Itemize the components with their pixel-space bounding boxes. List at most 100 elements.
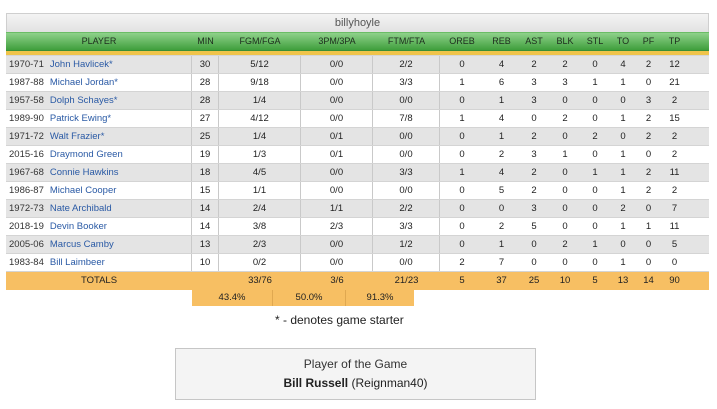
stat-cell: 0/0	[301, 74, 373, 91]
column-header-ftm-fta[interactable]: FTM/FTA	[387, 36, 426, 46]
stat-cell: 0	[459, 221, 465, 232]
player-cell: 1983-84 Bill Laimbeer	[6, 254, 192, 271]
stat-cell: 0	[562, 203, 568, 214]
stat-cell: 0	[459, 239, 465, 250]
player-name-link[interactable]: Marcus Camby	[49, 239, 114, 250]
stat-cell: 0	[459, 131, 465, 142]
column-header-oreb[interactable]: OREB	[449, 36, 475, 46]
season-year: 1957-58	[9, 95, 44, 106]
stat-cell: 0/2	[219, 254, 301, 271]
stat-cell: 0/0	[373, 146, 440, 163]
stat-cell: 13	[192, 236, 219, 253]
stat-cell: 30	[192, 56, 219, 73]
stat-cell: 2/2	[373, 56, 440, 73]
stat-cell: 0	[459, 149, 465, 160]
stat-cell: 1	[562, 149, 568, 160]
player-name-link[interactable]: Michael Cooper	[49, 185, 117, 196]
stat-cell: 2	[645, 113, 652, 124]
stat-cell: 0/1	[301, 128, 373, 145]
stat-cell: 0/0	[301, 236, 373, 253]
player-name-link[interactable]: Walt Frazier*	[49, 131, 105, 142]
stat-cell: 7	[498, 257, 505, 268]
potg-username: (Reignman40)	[351, 376, 428, 390]
column-header-3pm-3pa[interactable]: 3PM/3PA	[318, 36, 356, 46]
totals-stat-cell: 10	[559, 275, 571, 286]
player-of-the-game-box: Player of the Game Bill Russell (Reignma…	[175, 348, 536, 400]
stat-cell: 0	[645, 77, 652, 88]
column-header-fgm-fga[interactable]: FGM/FGA	[239, 36, 281, 46]
column-header-pf[interactable]: PF	[642, 36, 655, 46]
season-year: 1971-72	[9, 131, 44, 142]
player-name-link[interactable]: Draymond Green	[49, 149, 123, 160]
stat-cell: 2	[645, 167, 652, 178]
season-year: 1989-90	[9, 113, 44, 124]
player-name-link[interactable]: Connie Hawkins	[49, 167, 119, 178]
stat-cell: 1	[459, 167, 465, 178]
table-row: 1989-90 Patrick Ewing* 27 4/12 0/0 7/8 1 4 0 2 0 1 2…	[6, 110, 709, 128]
column-header-blk[interactable]: BLK	[556, 36, 574, 46]
column-header-stl[interactable]: STL	[586, 36, 604, 46]
stat-cell: 5/12	[219, 56, 301, 73]
totals-stat-cell: 21/23	[394, 275, 419, 286]
stat-cell: 14	[192, 200, 219, 217]
stat-cell: 2	[531, 185, 537, 196]
stat-cell: 9/18	[219, 74, 301, 91]
column-header-min[interactable]: MIN	[197, 36, 214, 46]
season-year: 1983-84	[9, 257, 44, 268]
player-name-link[interactable]: Nate Archibald	[49, 203, 112, 214]
player-name-link[interactable]: Bill Laimbeer	[49, 257, 105, 268]
stat-cell: 1	[592, 77, 598, 88]
stat-cell: 4	[620, 59, 626, 70]
stat-cell: 3/3	[373, 164, 440, 181]
column-header-to[interactable]: TO	[616, 36, 630, 46]
player-cell: 1986-87 Michael Cooper	[6, 182, 192, 199]
stat-cell: 1	[592, 167, 598, 178]
stat-cell: 0/0	[301, 182, 373, 199]
player-name-link[interactable]: Patrick Ewing*	[49, 113, 112, 124]
stat-cell: 1	[498, 95, 505, 106]
table-row: 2005-06 Marcus Camby 13 2/3 0/0 1/2 0 1 0 2 1 0 0 5	[6, 236, 709, 254]
three-point-percentage: 50.0%	[273, 290, 346, 306]
stat-cell: 2	[592, 131, 598, 142]
stat-cell: 5	[531, 221, 537, 232]
player-name-link[interactable]: Devin Booker	[49, 221, 107, 232]
column-header-ast[interactable]: AST	[525, 36, 543, 46]
percentages-row: 43.4% 50.0% 91.3%	[192, 290, 709, 306]
totals-label: TOTALS	[80, 275, 118, 286]
player-cell: 1967-68 Connie Hawkins	[6, 164, 192, 181]
stat-cell: 2	[531, 131, 537, 142]
stat-cell: 3	[531, 149, 537, 160]
column-header-tp[interactable]: TP	[668, 36, 681, 46]
stat-cell: 0	[459, 95, 465, 106]
stat-cell: 18	[192, 164, 219, 181]
stat-cell: 1	[459, 77, 465, 88]
player-name-link[interactable]: Dolph Schayes*	[49, 95, 118, 106]
potg-line: Bill Russell (Reignman40)	[176, 376, 535, 390]
stat-cell: 10	[192, 254, 219, 271]
player-cell: 1970-71 John Havlicek*	[6, 56, 192, 73]
stat-cell: 0	[645, 239, 652, 250]
stat-cell: 2	[531, 167, 537, 178]
stat-cell: 15	[192, 182, 219, 199]
stat-cell: 3	[645, 95, 652, 106]
stat-cell: 2	[620, 203, 626, 214]
column-header-player[interactable]: PLAYER	[81, 36, 117, 46]
stat-cell: 0	[620, 131, 626, 142]
stat-cell: 2	[562, 59, 568, 70]
stat-cell: 0	[562, 221, 568, 232]
player-name-link[interactable]: Michael Jordan*	[49, 77, 118, 88]
stat-cell: 0	[645, 203, 652, 214]
stat-cell: 0	[620, 239, 626, 250]
totals-row: TOTALS 33/76 3/6 21/23 5 37 25 10 5 13 14 90	[6, 272, 709, 290]
stat-cell: 27	[192, 110, 219, 127]
stat-cell: 3	[562, 77, 568, 88]
fg-percentage: 43.4%	[192, 290, 273, 306]
stat-cell: 2	[671, 185, 678, 196]
stat-cell: 2/3	[219, 236, 301, 253]
player-name-link[interactable]: John Havlicek*	[49, 59, 113, 70]
stat-cell: 0	[562, 167, 568, 178]
header-stripe	[6, 51, 709, 56]
totals-stat-cell: 3/6	[330, 275, 344, 286]
column-header-reb[interactable]: REB	[492, 36, 511, 46]
stat-cell: 2	[531, 59, 537, 70]
